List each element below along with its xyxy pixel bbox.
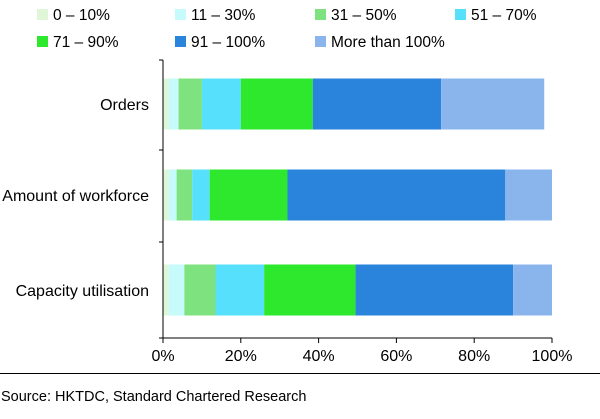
source-divider: [0, 373, 600, 374]
x-tick-label-40: 40%: [303, 348, 335, 365]
bar-segment-capacity-utilisation-31-50: [184, 264, 216, 316]
legend-swatch-71-90: [37, 36, 48, 47]
bars: Orders Amount of workforce Capacity utilis…: [2, 78, 552, 316]
x-tick-label-100: 100%: [532, 348, 573, 365]
bar-segment-capacity-utilisation-more-than-100: [513, 264, 552, 316]
bar-segment-orders-11-30: [168, 78, 179, 130]
bar-segment-orders-71-90: [240, 78, 313, 130]
bar-segment-capacity-utilisation-0-10: [163, 264, 169, 316]
legend-label-11-30: 11 – 30%: [191, 7, 256, 24]
bar-segment-amount-of-workforce-71-90: [209, 169, 288, 221]
bar-segment-orders-31-50: [178, 78, 202, 130]
bar-segment-amount-of-workforce-more-than-100: [505, 169, 552, 221]
legend-label-51-70: 51 – 70%: [471, 7, 537, 24]
bar-segment-amount-of-workforce-51-70: [192, 169, 210, 221]
bar-segment-capacity-utilisation-51-70: [215, 264, 265, 316]
bar-segment-orders-0-10: [163, 78, 169, 130]
legend-label-31-50: 31 – 50%: [331, 7, 397, 24]
bar-segment-amount-of-workforce-31-50: [176, 169, 193, 221]
legend-swatch-0-10: [37, 9, 48, 20]
legend-label-0-10: 0 – 10%: [53, 7, 110, 24]
x-tick-label-0: 0%: [151, 348, 174, 365]
legend: 0 – 10% 11 – 30% 31 – 50% 51 – 70% 71 – 90% 9…: [37, 7, 537, 51]
legend-label-more-than-100: More than 100%: [331, 34, 445, 51]
category-label-orders: Orders: [100, 97, 149, 114]
bar-segment-capacity-utilisation-71-90: [264, 264, 356, 316]
bar-segment-orders-51-70: [201, 78, 241, 130]
x-tick-label-20: 20%: [225, 348, 257, 365]
legend-swatch-91-100: [175, 36, 186, 47]
bar-segment-capacity-utilisation-91-100: [355, 264, 514, 316]
bar-segment-amount-of-workforce-0-10: [163, 169, 169, 221]
bar-segment-capacity-utilisation-11-30: [168, 264, 185, 316]
x-tick-label-80: 80%: [458, 348, 490, 365]
source-note: Source: HKTDC, Standard Chartered Resear…: [1, 389, 307, 405]
legend-swatch-more-than-100: [315, 36, 326, 47]
legend-swatch-31-50: [315, 9, 326, 20]
legend-swatch-51-70: [455, 9, 466, 20]
legend-label-91-100: 91 – 100%: [191, 34, 265, 51]
category-label-amount-of-workforce: Amount of workforce: [2, 188, 149, 205]
bar-segment-amount-of-workforce-91-100: [287, 169, 506, 221]
legend-label-71-90: 71 – 90%: [53, 34, 119, 51]
legend-swatch-11-30: [175, 9, 186, 20]
x-tick-label-60: 60%: [380, 348, 412, 365]
category-label-capacity-utilisation: Capacity utilisation: [16, 283, 149, 300]
bar-segment-amount-of-workforce-11-30: [168, 169, 177, 221]
bar-segment-orders-91-100: [312, 78, 442, 130]
bar-segment-orders-more-than-100: [441, 78, 545, 130]
axes: 0% 20% 40% 60% 80% 100%: [151, 59, 573, 365]
